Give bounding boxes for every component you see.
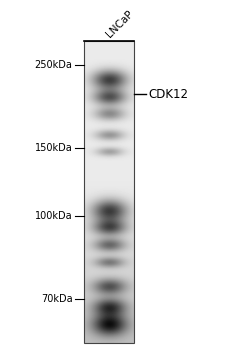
Bar (84, 41, 134, 343)
Text: 100kDa: 100kDa (35, 211, 72, 222)
Text: 70kDa: 70kDa (41, 294, 72, 304)
Text: 150kDa: 150kDa (35, 143, 72, 153)
Text: CDK12: CDK12 (147, 88, 187, 101)
Text: LNCaP: LNCaP (104, 9, 134, 40)
Text: 250kDa: 250kDa (34, 60, 72, 70)
